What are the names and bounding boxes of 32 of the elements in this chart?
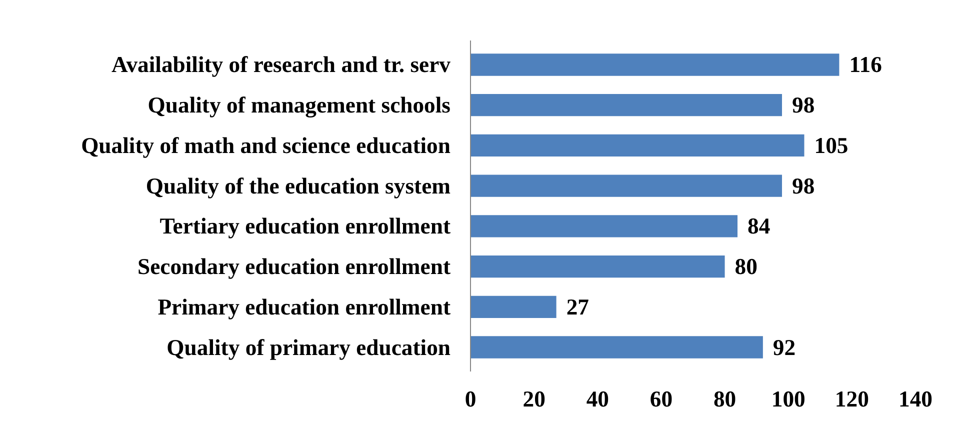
y-tick-label: Quality of the education system [146,173,451,198]
data-label: 116 [849,52,882,78]
bar [470,94,782,116]
x-tick-label: 20 [522,386,546,412]
y-tick-label: Quality of management schools [148,92,451,118]
x-tick-label: 140 [898,386,932,412]
y-tick-label: Quality of primary education [166,334,451,360]
data-label: 105 [814,132,848,158]
y-tick-label: Tertiary education enrollment [160,214,451,239]
bar [470,54,840,76]
y-tick-label: Secondary education enrollment [138,254,451,280]
x-tick-label: 120 [834,386,869,412]
y-tick-label: Availability of research and tr. serv [112,52,452,78]
bar [470,255,725,278]
data-label: 80 [734,254,758,280]
y-tick-label: Primary education enrollment [158,294,451,320]
bar [470,296,556,318]
data-label: 98 [792,92,815,118]
bar [470,174,782,197]
x-tick-label: 100 [771,386,806,412]
bar [470,336,763,358]
x-tick-label: 0 [464,386,476,412]
x-tick-label: 40 [586,386,609,412]
x-tick-label: 80 [713,386,736,412]
data-label: 92 [772,334,796,360]
data-label: 84 [748,214,770,239]
bar [470,134,804,157]
data-label: 98 [792,173,815,198]
bar [470,215,738,238]
y-tick-label: Quality of math and science education [81,132,451,158]
data-label: 27 [566,294,589,320]
x-tick-label: 60 [650,386,673,412]
